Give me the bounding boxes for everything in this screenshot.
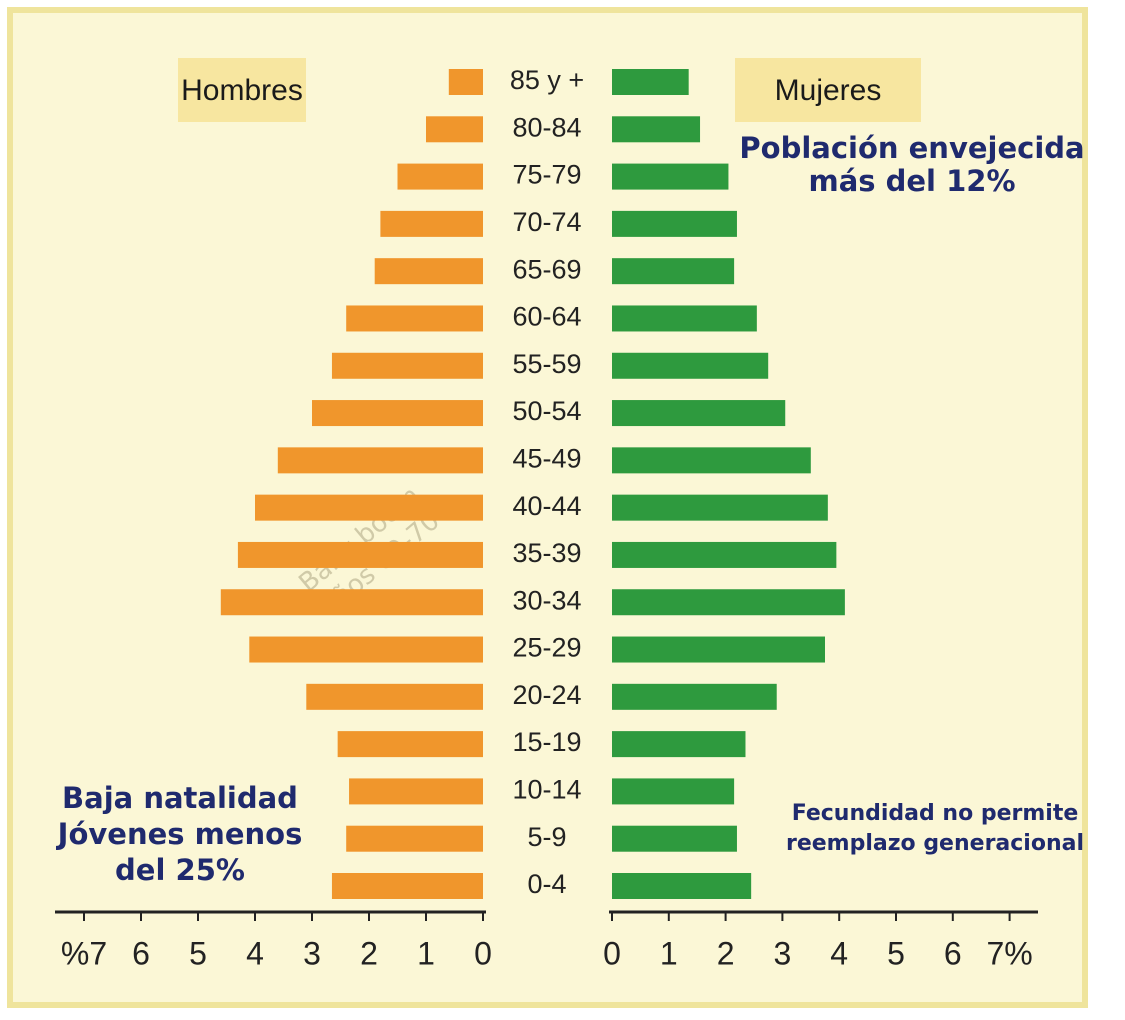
category-label: 65-69: [512, 254, 581, 284]
x-tick-label: %7: [61, 935, 107, 971]
bar: [277, 447, 483, 474]
x-tick-label: 0: [474, 935, 492, 971]
bar: [612, 69, 689, 95]
category-label: 10-14: [512, 775, 581, 805]
bar: [612, 778, 735, 805]
annotation: Jóvenes menos: [56, 817, 303, 851]
bar: [612, 447, 811, 474]
annotation: del 25%: [115, 853, 245, 887]
category-label: 80-84: [512, 112, 581, 142]
bar: [612, 163, 729, 190]
bar: [612, 258, 735, 285]
bar: [612, 305, 757, 332]
bar: [346, 825, 483, 852]
bar: [612, 210, 737, 237]
legend-label: Hombres: [181, 74, 303, 107]
bar: [426, 116, 483, 143]
legend-label: Mujeres: [775, 74, 882, 107]
category-label: 40-44: [512, 491, 581, 521]
bar: [612, 636, 825, 663]
bar: [220, 589, 484, 616]
x-tick-label: 2: [360, 935, 378, 971]
x-tick-label: 1: [660, 935, 678, 971]
category-label: 70-74: [512, 207, 581, 237]
category-label: 50-54: [512, 396, 581, 426]
x-tick-label: 1: [417, 935, 435, 971]
bar: [612, 541, 837, 568]
bar: [612, 731, 746, 758]
x-tick-label: 7%: [986, 935, 1032, 971]
bar: [349, 778, 483, 805]
bar: [337, 731, 483, 758]
legend-box: [735, 58, 921, 122]
bar: [237, 541, 483, 568]
category-label: 15-19: [512, 727, 581, 757]
bar: [612, 400, 786, 427]
bar: [612, 116, 701, 143]
bar: [448, 69, 483, 95]
category-label: 45-49: [512, 443, 581, 473]
annotation: Población envejecida: [739, 131, 1084, 165]
x-tick-label: 4: [246, 935, 264, 971]
x-tick-label: 3: [774, 935, 792, 971]
annotation: Fecundidad no permite: [792, 801, 1079, 826]
category-label: 35-39: [512, 538, 581, 568]
bar: [312, 400, 483, 427]
bar: [612, 683, 777, 710]
bar: [249, 636, 483, 663]
category-label: 5-9: [527, 822, 566, 852]
x-tick-label: 6: [944, 935, 962, 971]
bar: [306, 683, 483, 710]
bar: [255, 494, 483, 521]
x-tick-label: 5: [189, 935, 207, 971]
x-tick-label: 4: [830, 935, 848, 971]
bar: [331, 873, 483, 899]
bar: [346, 305, 483, 332]
bar: [612, 352, 769, 379]
category-label: 20-24: [512, 680, 581, 710]
category-label: 60-64: [512, 302, 581, 332]
panel: [7, 7, 1088, 1008]
bar: [612, 873, 752, 899]
bar: [374, 258, 483, 285]
x-tick-label: 5: [887, 935, 905, 971]
bar: [612, 825, 737, 852]
bar: [397, 163, 483, 190]
category-label: 0-4: [527, 869, 566, 899]
x-tick-label: 6: [132, 935, 150, 971]
x-tick-label: 3: [303, 935, 321, 971]
annotation: Baja natalidad: [62, 781, 298, 815]
annotation: más del 12%: [808, 164, 1015, 198]
category-label: 85 y +: [510, 65, 584, 95]
bar: [331, 352, 483, 379]
bar: [380, 210, 483, 237]
bar: [612, 589, 845, 616]
category-label: 55-59: [512, 349, 581, 379]
x-tick-label: 2: [717, 935, 735, 971]
annotation: reemplazo generacional: [786, 831, 1084, 856]
category-label: 25-29: [512, 633, 581, 663]
category-label: 75-79: [512, 160, 581, 190]
category-label: 30-34: [512, 585, 581, 615]
x-tick-label: 0: [603, 935, 621, 971]
legend-box: [178, 58, 306, 122]
bar: [612, 494, 828, 521]
